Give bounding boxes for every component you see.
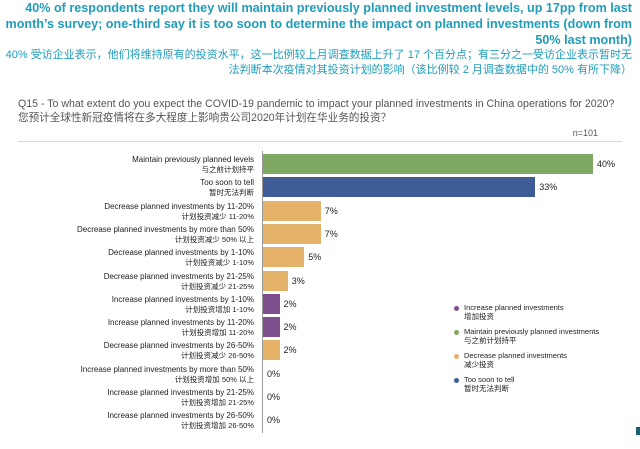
legend-swatch	[454, 354, 459, 359]
bar	[263, 317, 280, 338]
category-label-chinese: 暂时无法判断	[209, 188, 254, 198]
category-label-english: Increase planned investments by 11-20%	[107, 318, 254, 328]
bar	[263, 247, 305, 268]
category-label: Maintain previously planned levels 与之前计划持…	[4, 155, 254, 175]
sample-size-label: n=101	[572, 128, 598, 138]
legend: Increase planned investments 增加投资 Maintain…	[454, 303, 629, 399]
legend-label-chinese: 与之前计划持平	[464, 336, 517, 345]
legend-label-english: Too soon to tell	[464, 375, 515, 384]
category-label-english: Decrease planned investments by more tha…	[77, 224, 254, 234]
bar	[263, 223, 321, 244]
category-label-chinese: 计划投资增加 11-20%	[181, 328, 254, 338]
bar-value-label: 7%	[324, 205, 338, 216]
bar	[263, 177, 536, 198]
category-label-english: Maintain previously planned levels	[132, 155, 254, 164]
category-label-english: Decrease planned investments by 11-20%	[104, 201, 254, 211]
category-label: Increase planned investments by 1-10% 计划投…	[4, 295, 254, 315]
category-label-chinese: 计划投资减少 1-10%	[185, 258, 254, 268]
question-english: Q15 - To what extent do you expect the C…	[18, 98, 615, 110]
category-label: Increase planned investments by 26-50% 计划…	[4, 411, 254, 431]
category-label: Decrease planned investments by 21-25% 计划…	[4, 272, 254, 292]
legend-label-chinese: 增加投资	[464, 312, 494, 321]
category-label: Increase planned investments by 21-25% 计划…	[4, 388, 254, 408]
bar	[263, 270, 288, 291]
category-label-english: Too soon to tell	[200, 178, 254, 188]
legend-label-english: Maintain previously planned investments	[464, 327, 600, 336]
headline: 40% of respondents report they will main…	[5, 1, 633, 47]
category-label-english: Increase planned investments by 21-25%	[107, 388, 254, 397]
bar-value-label: 40%	[597, 159, 616, 169]
legend-item: Decrease planned investments 减少投资	[454, 351, 629, 369]
bar	[263, 154, 593, 174]
category-label-english: Increase planned investments by 26-50%	[107, 411, 254, 421]
bar-value-label: 33%	[539, 182, 558, 193]
category-label-english: Decrease planned investments by 21-25%	[103, 271, 254, 281]
bar	[263, 200, 321, 221]
category-label-chinese: 计划投资增加 21-25%	[181, 398, 254, 407]
category-label: Decrease planned investments by more tha…	[4, 225, 254, 245]
legend-item: Increase planned investments 增加投资	[454, 303, 629, 321]
category-label: Increase planned investments by 11-20% 计划…	[4, 318, 254, 338]
legend-item: Too soon to tell 暂时无法判断	[454, 375, 629, 393]
bar-value-label: 3%	[291, 275, 305, 286]
category-label: Decrease planned investments by 26-50% 计划…	[4, 341, 254, 361]
bar-value-label: 0%	[267, 368, 281, 379]
category-label: Decrease planned investments by 11-20% 计划…	[4, 202, 254, 222]
category-label-english: Increase planned investments by 1-10%	[111, 294, 254, 304]
legend-label-english: Increase planned investments	[464, 303, 564, 312]
bar-value-label: 7%	[324, 228, 338, 239]
category-axis	[262, 151, 263, 433]
category-label-chinese: 计划投资增加 26-50%	[181, 421, 254, 431]
bar-value-label: 2%	[283, 322, 297, 333]
category-label: Decrease planned investments by 1-10% 计划投…	[4, 248, 254, 268]
category-label: Too soon to tell 暂时无法判断	[4, 178, 254, 198]
legend-label-english: Decrease planned investments	[464, 351, 567, 360]
headline-chinese: 40% 受访企业表示，他们将维持原有的投资水平，这一比例较上月调查数据上升了 1…	[5, 49, 632, 76]
bar	[263, 340, 280, 361]
category-label-chinese: 计划投资增加 50% 以上	[174, 374, 254, 384]
bar-value-label: 2%	[283, 345, 297, 356]
category-label-english: Increase planned investments by more tha…	[80, 364, 254, 374]
divider	[18, 141, 622, 142]
bar	[263, 293, 280, 314]
bar-value-label: 0%	[267, 415, 281, 426]
legend-label-chinese: 暂时无法判断	[464, 384, 509, 393]
legend-swatch	[454, 330, 459, 335]
legend-label-chinese: 减少投资	[464, 360, 494, 369]
category-label-english: Decrease planned investments by 26-50%	[103, 341, 254, 351]
question: Q15 - To what extent do you expect the C…	[18, 97, 628, 125]
category-label: Increase planned investments by more tha…	[4, 365, 254, 385]
bar-value-label: 0%	[267, 392, 281, 402]
category-label-chinese: 计划投资减少 21-25%	[181, 281, 254, 291]
legend-swatch	[454, 378, 459, 383]
question-chinese: 您预计全球性新冠疫情将在多大程度上影响贵公司2020年计划在华业务的投资？	[18, 112, 392, 124]
category-label-chinese: 计划投资减少 26-50%	[181, 351, 254, 361]
bar-value-label: 5%	[308, 252, 322, 263]
category-label-chinese: 计划投资减少 11-20%	[181, 211, 254, 221]
category-label-chinese: 计划投资增加 1-10%	[185, 304, 254, 314]
category-label-chinese: 与之前计划持平	[201, 165, 255, 174]
corner-marker	[636, 427, 640, 435]
bar-value-label: 2%	[283, 298, 297, 309]
legend-item: Maintain previously planned investments 与…	[454, 327, 629, 345]
category-label-chinese: 计划投资减少 50% 以上	[174, 234, 254, 244]
legend-swatch	[454, 306, 459, 311]
category-label-english: Decrease planned investments by 1-10%	[108, 248, 254, 258]
